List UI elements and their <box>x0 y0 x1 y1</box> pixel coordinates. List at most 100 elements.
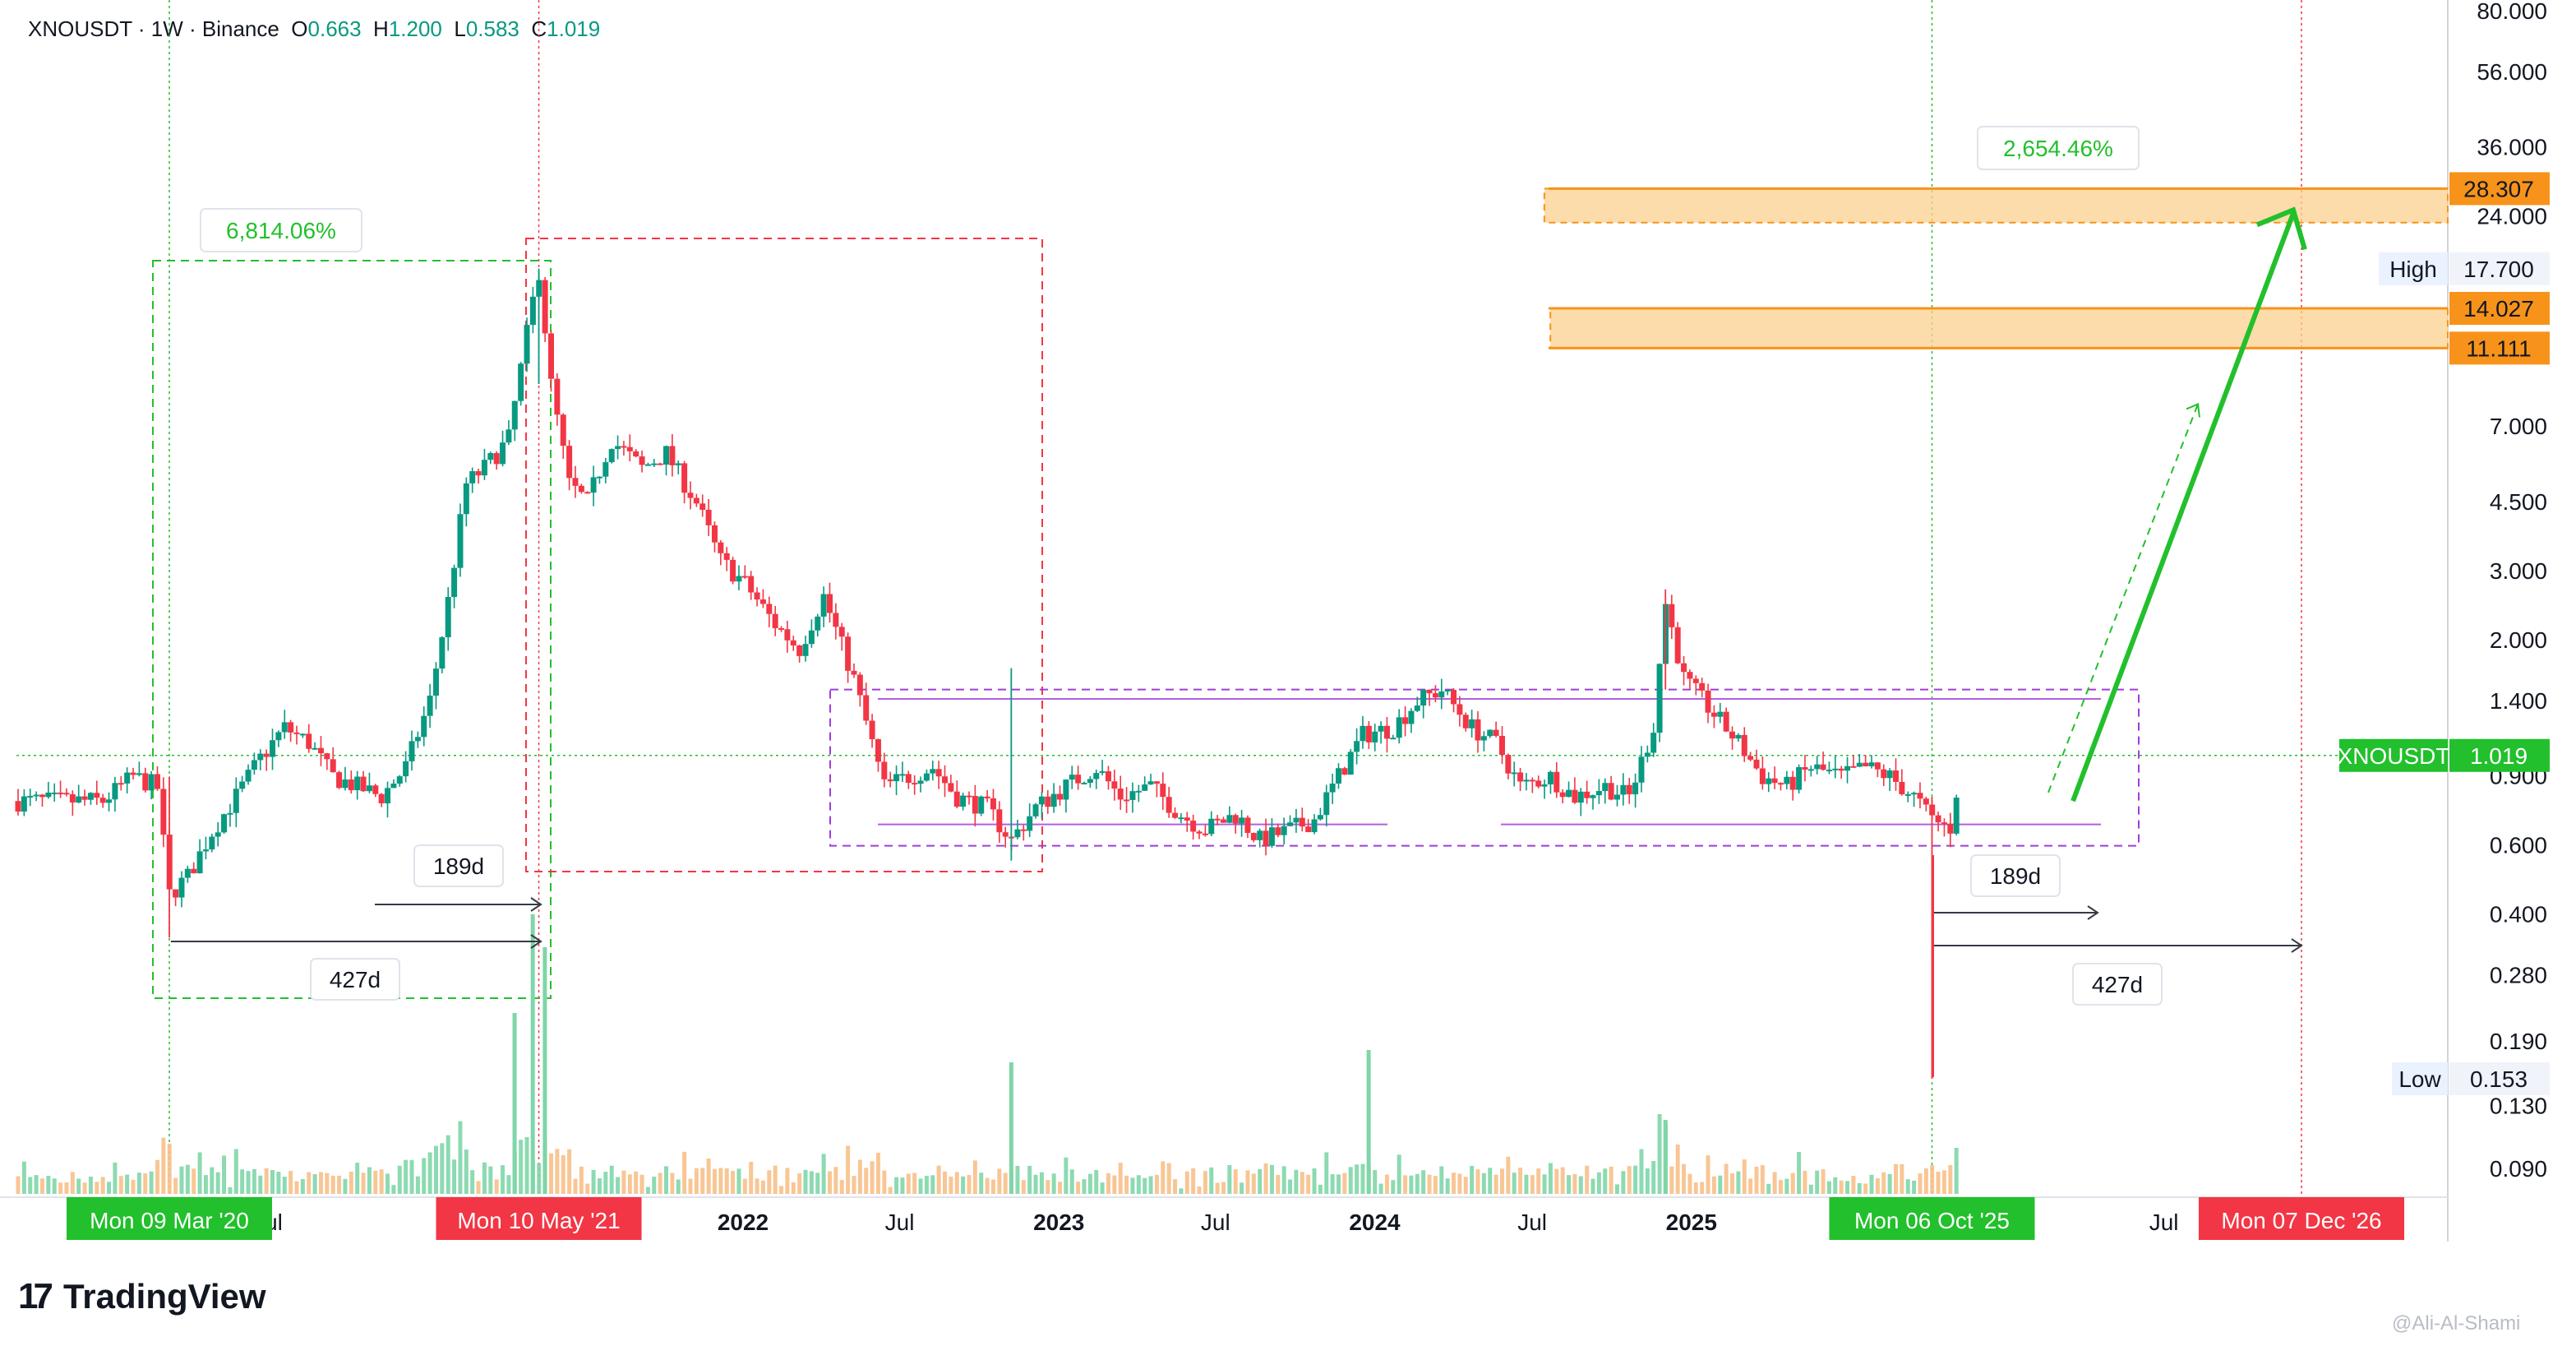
candle-body <box>1032 804 1039 816</box>
volume-bar <box>1087 1173 1092 1194</box>
tradingview-logo-icon: 17 <box>18 1276 53 1316</box>
volume-bar <box>1803 1170 1807 1194</box>
volume-bar <box>875 1153 880 1194</box>
volume-bar <box>1197 1186 1202 1194</box>
candle-body <box>766 604 773 614</box>
volume-bar <box>1923 1168 1928 1194</box>
volume-bar <box>1112 1175 1117 1194</box>
x-tick-label: 2024 <box>1349 1210 1401 1235</box>
candle-body <box>772 613 778 629</box>
volume-bar <box>803 1169 808 1194</box>
candle-body <box>1045 796 1051 807</box>
volume-bar <box>1221 1182 1226 1194</box>
candle-body <box>27 795 34 798</box>
pct-label-6814-box <box>200 208 362 252</box>
candle-body <box>487 453 494 460</box>
volume-bar <box>409 1159 414 1194</box>
volume-bar <box>1148 1176 1153 1194</box>
candle-body <box>112 783 118 800</box>
volume-bar <box>470 1170 475 1194</box>
volume-bar <box>1954 1148 1959 1194</box>
candle-body <box>1002 832 1009 837</box>
candle-body <box>960 795 967 807</box>
candle-body <box>1099 771 1106 774</box>
volume-bar <box>1542 1174 1547 1194</box>
target-zone-upper <box>1543 187 2449 224</box>
candle-body <box>257 753 264 761</box>
candle-body <box>414 737 421 742</box>
candle-body <box>808 630 815 645</box>
volume-bar <box>1336 1174 1341 1194</box>
candle-body <box>948 783 954 792</box>
candle-body <box>160 789 167 835</box>
volume-bar <box>1245 1170 1250 1194</box>
candle-body <box>99 798 106 803</box>
candle-body <box>1559 792 1566 798</box>
volume-bar <box>1930 1165 1935 1194</box>
y-tick-label: 80.000 <box>2477 0 2547 24</box>
candle-body <box>542 280 548 334</box>
volume-bar <box>1021 1180 1026 1194</box>
volume-bar <box>1536 1168 1541 1194</box>
volume-bar <box>1700 1182 1705 1194</box>
candle-body <box>330 759 336 773</box>
tradingview-logo[interactable]: 17 TradingView <box>18 1276 266 1317</box>
volume-bar <box>1645 1168 1650 1194</box>
candle-body <box>221 814 228 833</box>
open-value: 0.663 <box>307 16 362 41</box>
volume-bar <box>1633 1165 1638 1194</box>
volume-bar <box>52 1178 57 1194</box>
candle-body <box>881 761 888 779</box>
volume-bar <box>718 1168 723 1194</box>
volume-bar <box>949 1176 953 1194</box>
price-label-target-lower-top: 14.027 <box>2449 292 2550 326</box>
candle-body <box>500 442 506 465</box>
candle-body <box>984 796 990 798</box>
volume-bar <box>1009 1062 1013 1194</box>
volume-bar <box>1209 1167 1214 1194</box>
candle-body <box>1692 678 1699 683</box>
volume-bar <box>385 1173 390 1194</box>
volume-bar <box>1409 1175 1414 1194</box>
date-marker-box <box>67 1197 272 1240</box>
volume-bar <box>1481 1173 1486 1194</box>
price-tag-box <box>2449 252 2550 285</box>
volume-bar <box>155 1159 159 1194</box>
candle-body <box>148 774 155 791</box>
candle-body <box>1469 719 1475 729</box>
candle-body <box>1923 798 1929 805</box>
candle-body <box>893 774 900 782</box>
pct-label-2654-box <box>1977 126 2140 170</box>
volume-bar <box>1567 1175 1572 1194</box>
price-caption-text: Low <box>2398 1066 2441 1092</box>
volume-bar <box>1203 1171 1207 1194</box>
volume-bar <box>1330 1174 1335 1194</box>
candle-body <box>1414 705 1420 711</box>
price-caption-box <box>2379 252 2448 285</box>
candle-body <box>1650 733 1657 753</box>
volume-bar <box>379 1169 384 1194</box>
candle-body <box>245 770 252 782</box>
candle-body <box>385 788 391 804</box>
volume-bar <box>1076 1182 1081 1194</box>
volume-bar <box>1881 1172 1886 1194</box>
candle-body <box>802 644 809 656</box>
volume-bar <box>555 1149 560 1194</box>
candle-body <box>1257 830 1263 840</box>
candle-body <box>439 637 445 669</box>
candle-body <box>196 851 203 874</box>
candle-body <box>130 772 136 775</box>
volume-bar <box>609 1165 614 1194</box>
volume-bar <box>809 1171 814 1194</box>
candle-body <box>1317 815 1323 820</box>
candle-body <box>1190 821 1197 832</box>
candle-body <box>930 769 936 774</box>
projection-dashed-line <box>2047 404 2199 793</box>
candle-body <box>602 462 609 477</box>
candle-body <box>1178 817 1184 820</box>
volume-bar <box>64 1182 69 1194</box>
volume-bar <box>1276 1175 1281 1194</box>
duration-label-189d-text: 189d <box>1990 863 2041 889</box>
volume-bar <box>870 1161 875 1194</box>
